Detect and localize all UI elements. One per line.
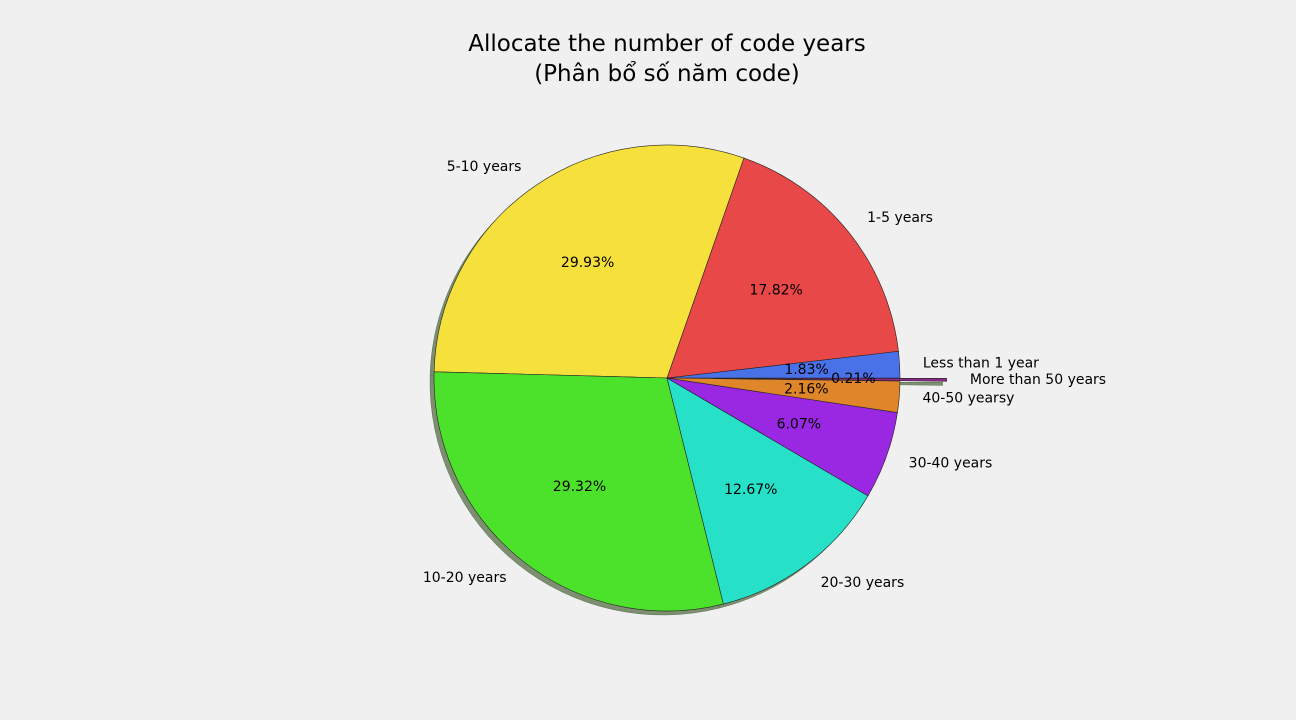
slice-10-20-years xyxy=(433,371,724,612)
pct-label-10-20-years: 29.32% xyxy=(553,479,606,495)
chart-title: Allocate the number of code years xyxy=(468,31,866,57)
pct-label-40-50-yearsy: 2.16% xyxy=(784,381,828,397)
slice-label-less-than-1-year: Less than 1 year xyxy=(923,355,1039,371)
slice-40-50-yearsy xyxy=(666,377,901,413)
slice-label-40-50-yearsy: 40-50 yearsy xyxy=(922,391,1014,407)
pct-label-1-5-years: 17.82% xyxy=(749,283,802,299)
slice-5-10-years xyxy=(433,144,745,379)
pct-label-5-10-years: 29.93% xyxy=(561,255,614,271)
slice-label-10-20-years: 10-20 years xyxy=(423,570,507,586)
slice-20-30-years xyxy=(666,377,869,605)
chart-subtitle: (Phân bổ số năm code) xyxy=(534,61,800,87)
pct-label-less-than-1-year: 1.83% xyxy=(784,362,828,378)
slice-label-20-30-years: 20-30 years xyxy=(821,575,905,591)
slice-label-30-40-years: 30-40 years xyxy=(909,455,993,471)
slice-label-more-than-50-years: More than 50 years xyxy=(970,372,1106,388)
pie-slices xyxy=(433,144,947,612)
slice-more-than-50-years xyxy=(713,378,947,382)
pct-label-more-than-50-years: 0.21% xyxy=(831,371,875,387)
pct-label-30-40-years: 6.07% xyxy=(777,417,821,433)
slice-label-5-10-years: 5-10 years xyxy=(447,159,522,175)
pct-label-20-30-years: 12.67% xyxy=(724,482,777,498)
pie-labels: Less than 1 year 1.83% 1-5 years 17.82% 5-10… xyxy=(423,159,1106,591)
slice-label-1-5-years: 1-5 years xyxy=(867,210,933,226)
